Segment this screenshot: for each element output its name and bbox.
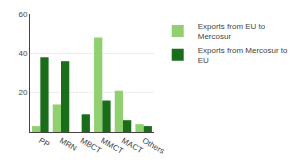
svg-text:MRN: MRN xyxy=(58,136,78,153)
svg-text:Others: Others xyxy=(141,136,166,156)
svg-text:60: 60 xyxy=(18,10,27,19)
svg-text:40: 40 xyxy=(18,49,27,58)
svg-text:MACT: MACT xyxy=(120,136,144,155)
svg-text:PP: PP xyxy=(37,136,51,149)
svg-text:Exports from Mercosur toEU: Exports from Mercosur toEU xyxy=(198,46,288,65)
svg-text:20: 20 xyxy=(18,88,27,97)
svg-text:Exports from EU toMercosur: Exports from EU toMercosur xyxy=(198,22,266,41)
svg-text:MMCT: MMCT xyxy=(99,136,124,156)
svg-text:MBCT: MBCT xyxy=(79,136,103,155)
